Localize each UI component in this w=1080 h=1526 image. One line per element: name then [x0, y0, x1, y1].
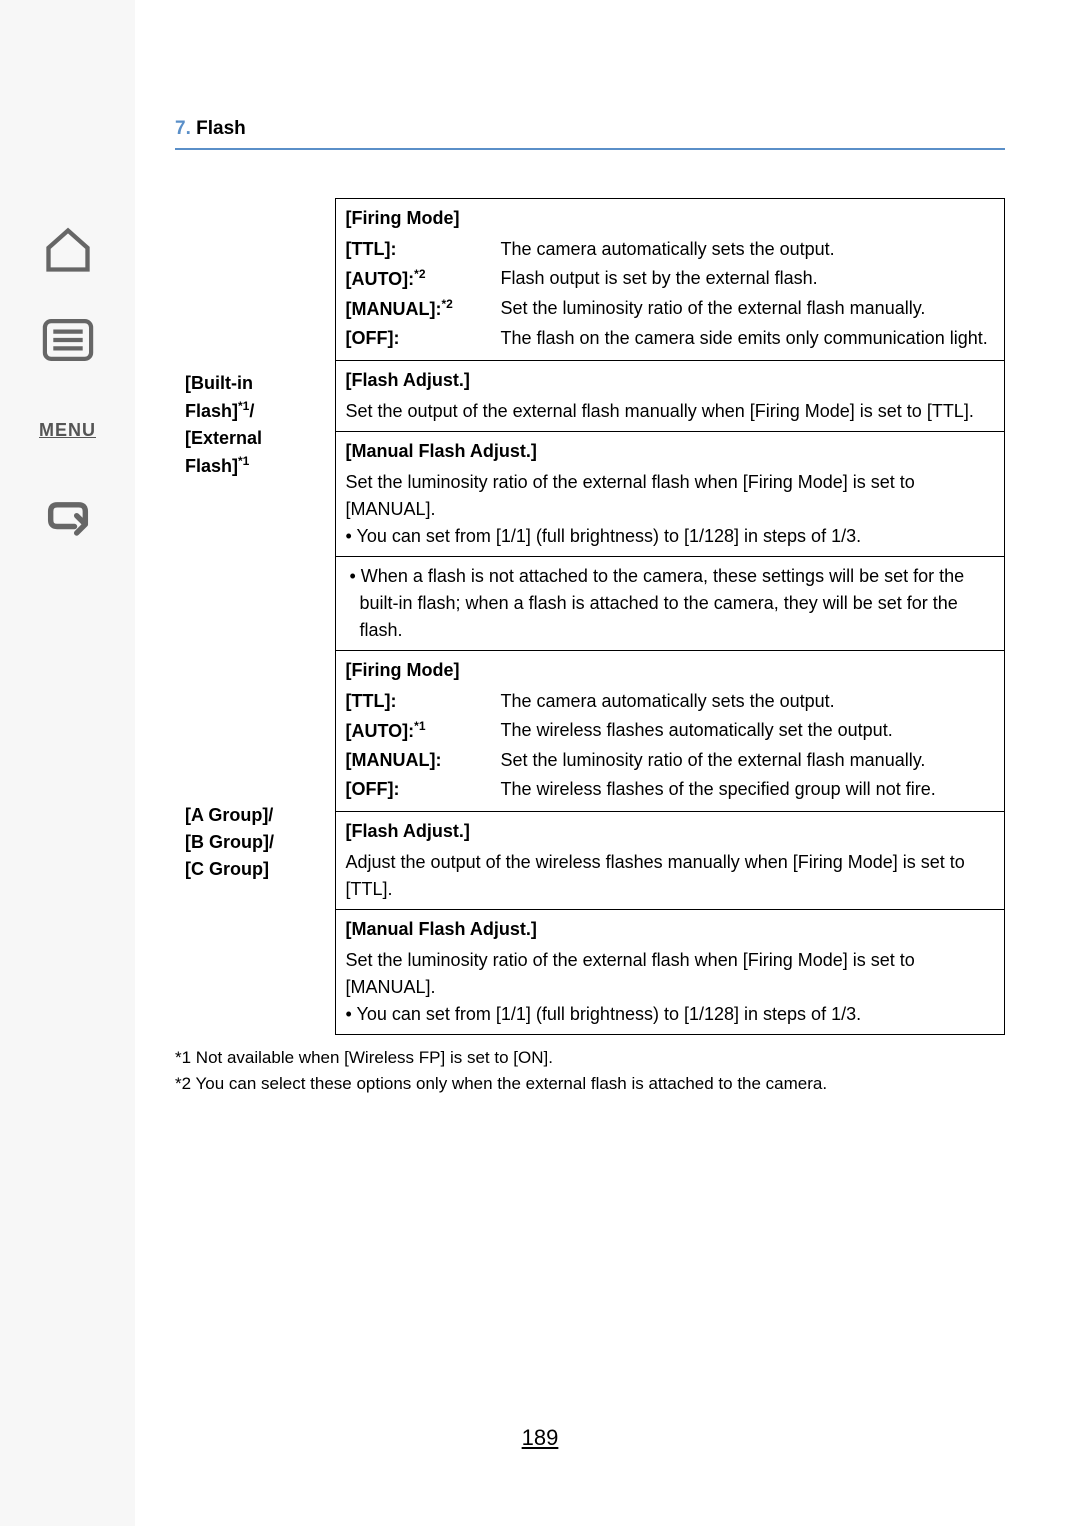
cell-body: Adjust the output of the wireless flashe…	[346, 849, 995, 903]
mode-label: [OFF]:	[346, 325, 501, 352]
cell-bullet: • You can set from [1/1] (full brightnes…	[346, 523, 995, 550]
mode-label: [AUTO]:*2	[346, 265, 501, 293]
mode-label: [OFF]:	[346, 776, 501, 803]
mode-desc: The wireless flashes automatically set t…	[501, 717, 995, 745]
mode-desc: Flash output is set by the external flas…	[501, 265, 995, 293]
manual-flash-adjust-cell-1: [Manual Flash Adjust.] Set the luminosit…	[335, 432, 1005, 557]
footnote-1: *1 Not available when [Wireless FP] is s…	[175, 1045, 1005, 1071]
manual-flash-adjust-cell-2: [Manual Flash Adjust.] Set the luminosit…	[335, 910, 1005, 1035]
sidebar: MENU	[0, 0, 135, 1526]
cell-body: Set the output of the external flash man…	[346, 398, 995, 425]
page-content: 7. Flash [Built-in Flash]*1/ [External F…	[175, 118, 1005, 1098]
cell-bullet: • You can set from [1/1] (full brightnes…	[346, 1001, 995, 1028]
mode-label: [AUTO]:*1	[346, 717, 501, 745]
mode-desc: The wireless flashes of the specified gr…	[501, 776, 995, 803]
page-number[interactable]: 189	[0, 1425, 1080, 1451]
cell-title: [Firing Mode]	[346, 205, 995, 232]
mode-desc: The camera automatically sets the output…	[501, 688, 995, 715]
cell-title: [Flash Adjust.]	[346, 818, 995, 845]
cell-title: [Manual Flash Adjust.]	[346, 438, 995, 465]
mode-label: [MANUAL]:*2	[346, 295, 501, 323]
flash-adjust-cell-1: [Flash Adjust.] Set the output of the ex…	[335, 361, 1005, 432]
flash-adjust-cell-2: [Flash Adjust.] Adjust the output of the…	[335, 812, 1005, 910]
note-cell-1: • When a flash is not attached to the ca…	[335, 557, 1005, 651]
back-icon[interactable]	[38, 490, 98, 550]
cell-title: [Flash Adjust.]	[346, 367, 995, 394]
section-title: Flash	[196, 118, 246, 139]
page-header: 7. Flash	[175, 118, 1005, 150]
cell-bullet: • When a flash is not attached to the ca…	[346, 563, 995, 644]
row-header-builtin-external: [Built-in Flash]*1/ [External Flash]*1	[175, 199, 335, 651]
list-icon[interactable]	[38, 310, 98, 370]
mode-label: [MANUAL]:	[346, 747, 501, 774]
mode-desc: Set the luminosity ratio of the external…	[501, 747, 995, 774]
section-number: 7.	[175, 118, 191, 139]
cell-body: Set the luminosity ratio of the external…	[346, 469, 995, 523]
cell-title: [Firing Mode]	[346, 657, 995, 684]
cell-title: [Manual Flash Adjust.]	[346, 916, 995, 943]
mode-desc: The flash on the camera side emits only …	[501, 325, 995, 352]
footnotes: *1 Not available when [Wireless FP] is s…	[175, 1045, 1005, 1098]
mode-label: [TTL]:	[346, 236, 501, 263]
home-icon[interactable]	[38, 220, 98, 280]
settings-table: [Built-in Flash]*1/ [External Flash]*1 […	[175, 198, 1005, 1035]
footnote-2: *2 You can select these options only whe…	[175, 1071, 1005, 1097]
mode-label: [TTL]:	[346, 688, 501, 715]
mode-desc: Set the luminosity ratio of the external…	[501, 295, 995, 323]
cell-body: Set the luminosity ratio of the external…	[346, 947, 995, 1001]
firing-mode-cell-2: [Firing Mode] [TTL]:The camera automatic…	[335, 651, 1005, 812]
menu-icon[interactable]: MENU	[38, 400, 98, 460]
row-header-groups: [A Group]/ [B Group]/ [C Group]	[175, 651, 335, 1035]
firing-mode-cell-1: [Firing Mode] [TTL]:The camera automatic…	[335, 199, 1005, 361]
mode-desc: The camera automatically sets the output…	[501, 236, 995, 263]
